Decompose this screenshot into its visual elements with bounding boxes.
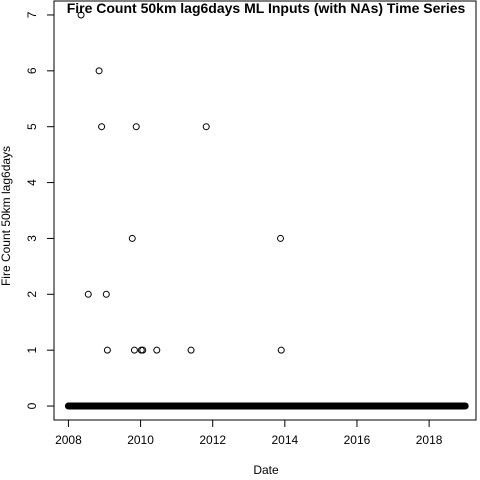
data-point [277, 346, 285, 354]
y-tick-label: 4 [25, 179, 39, 186]
data-points [77, 11, 285, 354]
y-axis-label: Fire Count 50km lag6days [0, 146, 13, 286]
x-tick-label: 2016 [344, 433, 371, 447]
data-point [202, 123, 210, 131]
data-point [98, 123, 106, 131]
y-tick-label: 5 [25, 123, 39, 130]
data-point [95, 67, 103, 75]
plot-frame [53, 0, 477, 421]
y-tick-label: 3 [25, 235, 39, 242]
y-tick-label: 0 [25, 402, 39, 409]
data-point [102, 290, 110, 298]
data-point [103, 346, 111, 354]
x-axis: 2008 2010 2012 2014 2016 2018 [55, 420, 443, 447]
x-tick-label: 2010 [127, 433, 154, 447]
x-tick-label: 2018 [416, 433, 443, 447]
data-point [153, 346, 161, 354]
x-axis-label: Date [253, 463, 279, 477]
data-point [128, 234, 136, 242]
data-point [130, 346, 138, 354]
data-point [277, 234, 285, 242]
y-tick-label: 2 [25, 291, 39, 298]
data-point [84, 290, 92, 298]
data-point [187, 346, 195, 354]
data-point [132, 123, 140, 131]
y-tick-label: 7 [25, 11, 39, 18]
x-tick-label: 2014 [271, 433, 298, 447]
x-tick-label: 2008 [55, 433, 82, 447]
chart-title: Fire Count 50km lag6days ML Inputs (with… [67, 0, 466, 16]
y-tick-label: 1 [25, 347, 39, 354]
y-tick-label: 6 [25, 67, 39, 74]
data-point [139, 346, 147, 354]
y-axis: 0 1 2 3 4 5 6 7 [25, 11, 54, 409]
data-point [77, 11, 85, 19]
x-tick-label: 2012 [199, 433, 226, 447]
